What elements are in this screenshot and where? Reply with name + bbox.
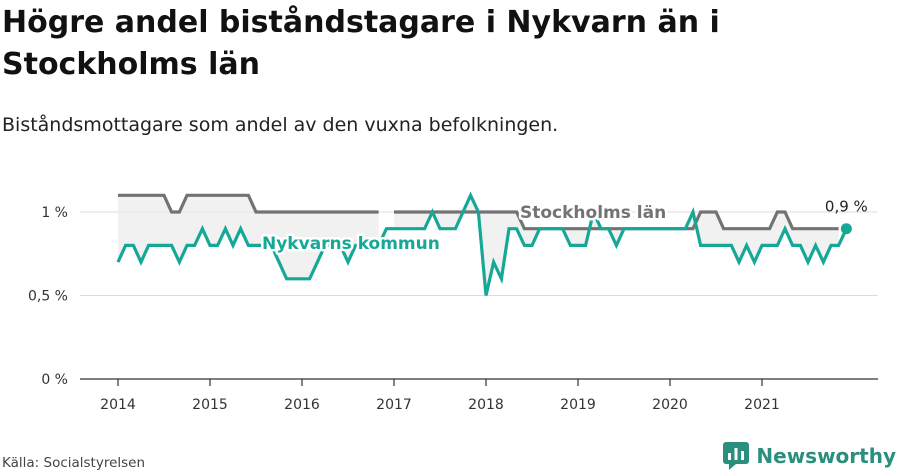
x-tick-label: 2018 <box>468 397 504 413</box>
y-axis-labels: 0 % 0,5 % 1 % <box>28 205 68 388</box>
bar-chart-logo-icon <box>723 442 750 470</box>
x-tick-label: 2016 <box>284 397 320 413</box>
x-tick-label: 2021 <box>744 397 780 413</box>
gap-area <box>118 195 379 279</box>
source-note: Källa: Socialstyrelsen <box>2 455 146 471</box>
brand-logo[interactable]: Newsworthy <box>723 440 896 472</box>
x-tick-label: 2017 <box>376 397 412 413</box>
x-tick-label: 2019 <box>560 397 596 413</box>
difference-fill <box>118 195 839 296</box>
chart-title: Högre andel biståndstagare i Nykvarn än … <box>2 5 720 82</box>
x-tick-label: 2020 <box>652 397 688 413</box>
x-axis: 2014 2015 2016 2017 2018 2019 2020 2021 <box>80 378 878 413</box>
brand-name: Newsworthy <box>756 444 896 468</box>
nykvarn-series-label: Nykvarns kommun <box>262 234 440 254</box>
end-value-label: 0,9 % <box>825 198 868 216</box>
x-tick-label: 2015 <box>192 397 228 413</box>
y-tick-label: 1 % <box>41 205 68 221</box>
stockholm-line <box>394 210 839 231</box>
end-point-marker <box>840 223 852 235</box>
stockholm-series-label: Stockholms län <box>520 203 666 223</box>
chart-subtitle: Biståndsmottagare som andel av den vuxna… <box>2 114 559 136</box>
y-tick-label: 0,5 % <box>28 289 68 305</box>
series-labels: 0,9 % Nykvarns kommun Stockholms län <box>260 198 868 257</box>
series-lines <box>116 191 852 296</box>
gap-area <box>394 195 839 296</box>
nykvarn-line <box>116 191 848 296</box>
x-tick-label: 2014 <box>100 397 136 413</box>
y-tick-label: 0 % <box>41 372 68 388</box>
stockholm-line <box>118 193 379 214</box>
